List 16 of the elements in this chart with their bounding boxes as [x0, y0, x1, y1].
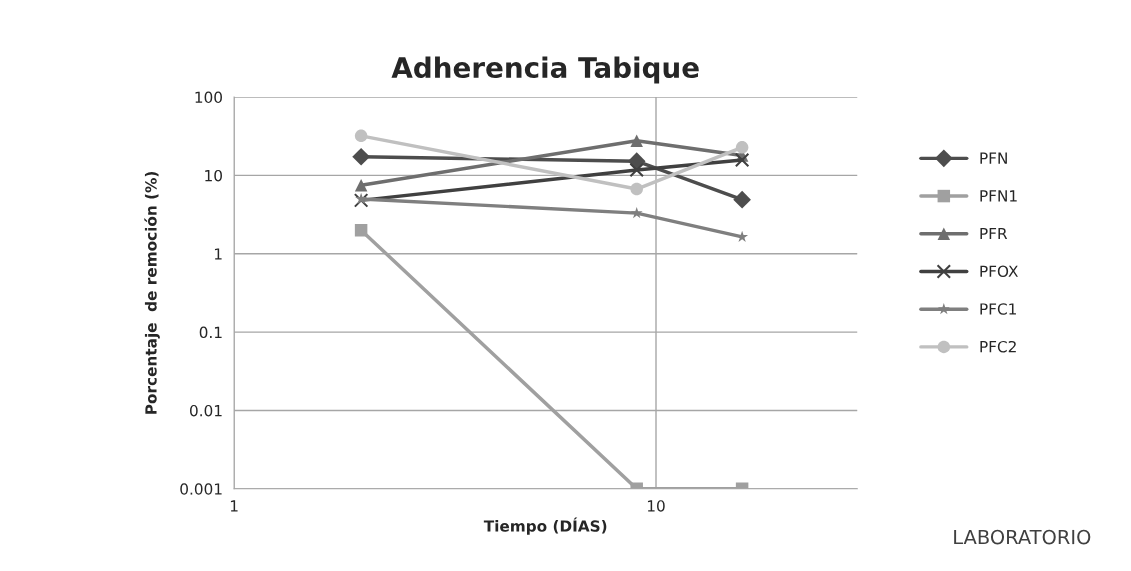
legend-label: PFN1 [980, 190, 1017, 202]
y-tick-label: 0.001 [180, 483, 222, 495]
legend-label: PFC2 [980, 340, 1016, 353]
y-tick-label: 10 [205, 169, 222, 182]
legend-label: PFR [980, 227, 1008, 240]
y-tick-label: 0.1 [199, 326, 222, 339]
text: LABORATORIO [954, 529, 1091, 545]
legend-label: PFN [980, 152, 1007, 164]
legend-label: PFC1 [980, 303, 1016, 315]
y-axis-title: Porcentaje de remoción (%) [144, 171, 160, 414]
x-axis-title: Tiempo (DÍAS) [483, 517, 607, 535]
legend-label: PFOX [980, 265, 1018, 278]
y-tick-label: 0.01 [190, 404, 222, 417]
y-tick-label: 1 [214, 248, 222, 260]
chart-title: Adherencia Tabique [391, 56, 699, 84]
y-tick-label: 100 [195, 91, 222, 104]
